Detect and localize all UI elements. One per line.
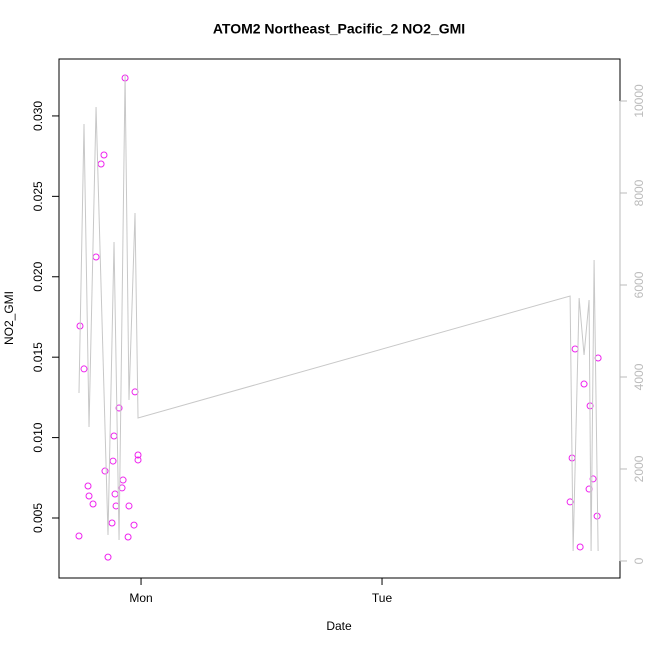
point	[118, 484, 126, 492]
x-tick-label: Tue	[372, 591, 393, 605]
point	[84, 482, 92, 490]
point	[111, 490, 119, 498]
point	[104, 553, 112, 561]
y-tick-label: 0.005	[31, 503, 45, 533]
y2-tick-label: 4000	[632, 363, 646, 390]
point	[571, 345, 579, 353]
y-tick-label: 0.010	[31, 422, 45, 452]
point	[594, 354, 602, 362]
y2-tick-label: 8000	[632, 179, 646, 206]
point	[566, 498, 574, 506]
y-tick-label: 0.020	[31, 261, 45, 291]
y2-tick-label: 0	[632, 557, 646, 564]
point	[585, 485, 593, 493]
y2-tick-label: 10000	[632, 84, 646, 118]
point	[92, 253, 100, 261]
y2-tick-label: 6000	[632, 271, 646, 298]
point	[85, 492, 93, 500]
point	[130, 521, 138, 529]
point	[110, 432, 118, 440]
y2-tick-label: 2000	[632, 455, 646, 482]
point	[101, 467, 109, 475]
plot-frame	[58, 58, 621, 579]
point	[134, 451, 142, 459]
x-tick-label: Mon	[129, 591, 152, 605]
point	[119, 476, 127, 484]
y-tick-label: 0.015	[31, 342, 45, 372]
point	[75, 532, 83, 540]
point	[97, 160, 105, 168]
x-axis-label: Date	[326, 619, 352, 633]
y-tick-label: 0.030	[31, 101, 45, 131]
point	[125, 502, 133, 510]
y-axis-label: NO2_GMI	[2, 291, 16, 345]
point	[108, 519, 116, 527]
point	[109, 457, 117, 465]
y-tick-label: 0.025	[31, 181, 45, 211]
altitude-line	[78, 75, 599, 552]
point	[580, 380, 588, 388]
point	[576, 543, 584, 551]
point	[89, 500, 97, 508]
point	[100, 151, 108, 159]
chart-title: ATOM2 Northeast_Pacific_2 NO2_GMI	[213, 21, 465, 37]
point	[80, 365, 88, 373]
point	[124, 533, 132, 541]
point	[115, 404, 123, 412]
point	[134, 456, 142, 464]
